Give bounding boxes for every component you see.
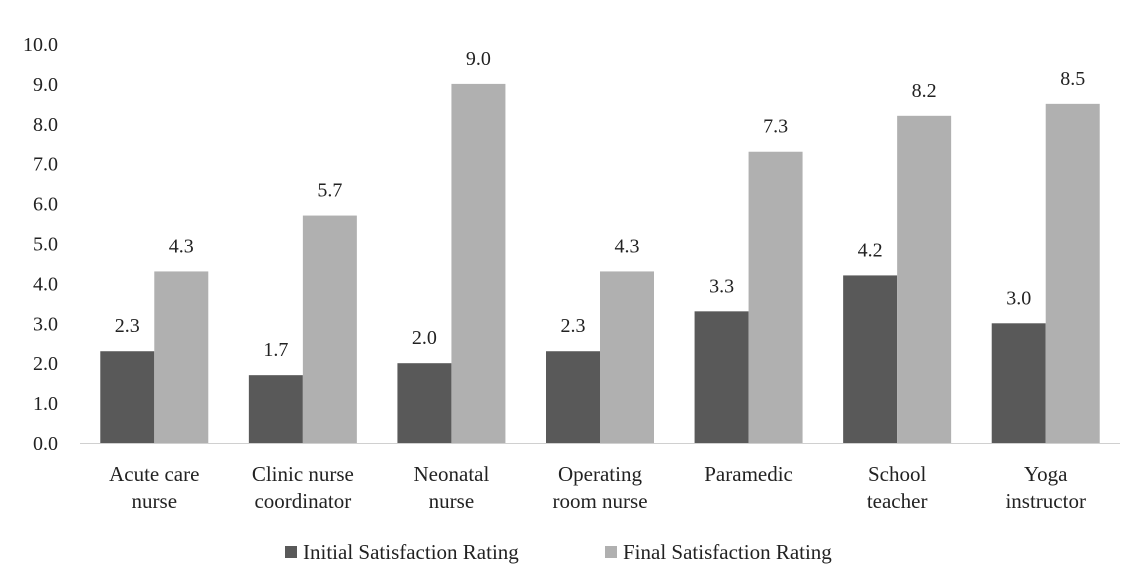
x-category-label: Acute care nurse [109,462,199,513]
legend-swatch [285,546,297,558]
data-label: 5.7 [317,180,342,202]
data-label: 9.0 [466,48,491,70]
data-label: 3.3 [709,275,734,297]
data-label: 7.3 [763,116,788,138]
y-tick-label: 7.0 [33,154,58,176]
y-tick-label: 0.0 [33,433,58,455]
y-tick-label: 2.0 [33,353,58,375]
data-label: 2.0 [412,327,437,349]
bar-initial [397,363,452,443]
bar-final [600,271,654,443]
data-labels: 2.3 1.7 2.0 2.3 3.3 4.2 3.0 4.3 5.7 9.0 4.3 7.3 8.2 8… [115,48,1085,361]
legend: Initial Satisfaction Rating Final Satisfa… [285,540,832,564]
y-tick-label: 5.0 [33,234,58,256]
bar-initial [991,323,1046,443]
x-category-label: School teacher [867,462,928,513]
bars [100,83,1100,444]
bar-initial [843,275,898,443]
y-tick-label: 10.0 [23,34,58,56]
x-category-label: Yoga instructor [1005,462,1085,513]
y-tick-label: 3.0 [33,313,58,335]
legend-label: Final Satisfaction Rating [623,540,832,564]
bar-initial [694,311,749,443]
bar-final [1045,103,1100,443]
x-category-label: Paramedic [704,462,793,486]
y-tick-label: 6.0 [33,194,58,216]
data-label: 4.3 [169,235,194,257]
data-label: 1.7 [263,339,288,361]
data-label: 8.2 [912,80,937,102]
data-label: 4.3 [615,235,640,257]
y-tick-label: 4.0 [33,273,58,295]
data-label: 3.0 [1006,287,1031,309]
x-category-label: Operating room nurse [552,462,647,513]
bar-initial [546,351,600,443]
data-label: 2.3 [115,315,140,337]
x-category-label: Clinic nurse coordinator [252,462,354,513]
legend-swatch [605,546,617,558]
bar-final [748,151,803,444]
y-axis-ticks: 0.0 1.0 2.0 3.0 4.0 5.0 6.0 7.0 8.0 9.0 10.0 [23,34,58,455]
bar-final [302,215,357,443]
x-axis-category-labels: Acute care nurse Clinic nurse coordinator Ne… [109,462,1086,513]
y-tick-label: 9.0 [33,74,58,96]
bar-initial [248,375,303,443]
data-label: 8.5 [1060,68,1085,90]
x-category-label: Neonatal nurse [414,462,490,513]
bar-final [897,115,952,443]
bar-final [451,83,506,444]
y-tick-label: 8.0 [33,114,58,136]
bar-initial [100,351,155,443]
data-label: 2.3 [561,315,586,337]
y-tick-label: 1.0 [33,393,58,415]
data-label: 4.2 [858,239,883,261]
bar-final [154,271,209,443]
legend-label: Initial Satisfaction Rating [303,540,519,564]
